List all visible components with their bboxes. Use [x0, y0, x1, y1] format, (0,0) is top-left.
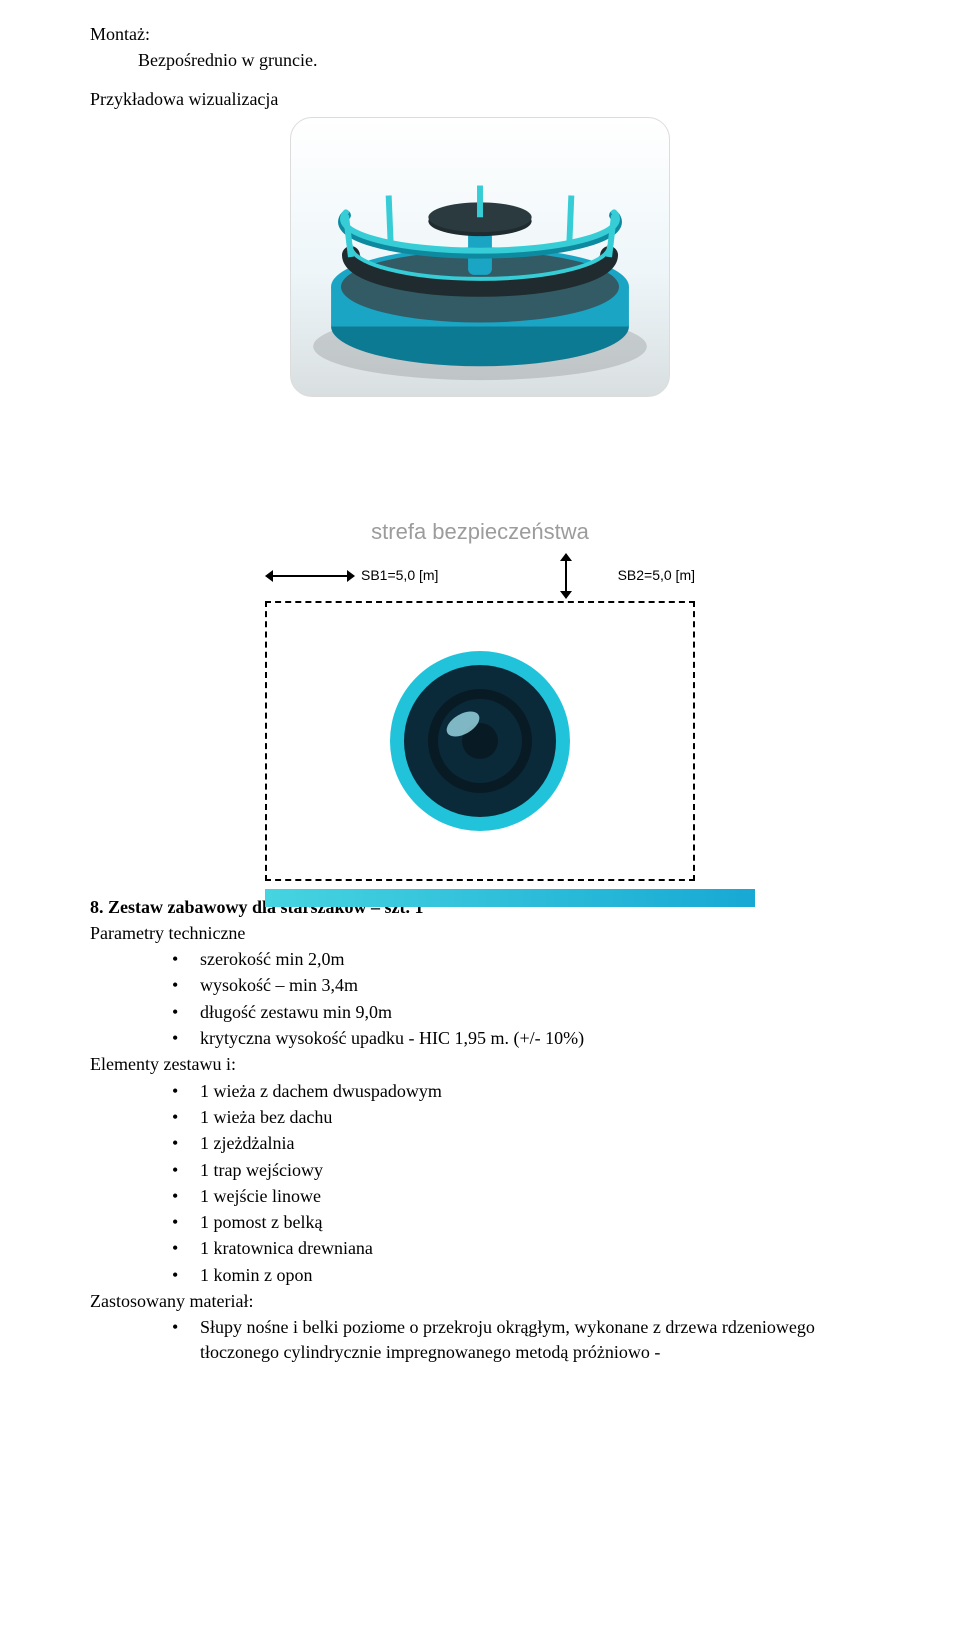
params-label: Parametry techniczne — [90, 921, 870, 945]
param-item: wysokość – min 3,4m — [172, 973, 870, 997]
carousel-render — [290, 117, 670, 397]
elements-label: Elementy zestawu i: — [90, 1052, 870, 1076]
viz-label: Przykładowa wizualizacja — [90, 87, 870, 111]
safety-zone-title: strefa bezpieczeństwa — [371, 517, 589, 547]
element-item: 1 pomost z belką — [172, 1210, 870, 1234]
material-list: Słupy nośne i belki poziome o przekroju … — [172, 1315, 870, 1364]
sb2-arrow — [560, 553, 572, 599]
params-list: szerokość min 2,0m wysokość – min 3,4m d… — [172, 947, 870, 1050]
param-item: długość zestawu min 9,0m — [172, 1000, 870, 1024]
material-label: Zastosowany materiał: — [90, 1289, 870, 1313]
carousel-topview — [385, 646, 575, 836]
element-item: 1 zjeżdżalnia — [172, 1131, 870, 1155]
sb1-arrow — [265, 570, 355, 582]
element-item: 1 kratownica drewniana — [172, 1236, 870, 1260]
footer-strip — [265, 889, 755, 907]
element-item: 1 komin z opon — [172, 1263, 870, 1287]
element-item: 1 wieża bez dachu — [172, 1105, 870, 1129]
element-item: 1 trap wejściowy — [172, 1158, 870, 1182]
sb1-label: SB1=5,0 [m] — [361, 566, 438, 585]
montage-label: Montaż: — [90, 22, 870, 46]
element-item: 1 wejście linowe — [172, 1184, 870, 1208]
elements-list: 1 wieża z dachem dwuspadowym 1 wieża bez… — [172, 1079, 870, 1287]
montage-value: Bezpośrednio w gruncie. — [138, 48, 870, 72]
safety-zone-figure: strefa bezpieczeństwa SB1=5,0 [m] SB2=5,… — [265, 517, 695, 881]
param-item: krytyczna wysokość upadku - HIC 1,95 m. … — [172, 1026, 870, 1050]
sb2-label: SB2=5,0 [m] — [618, 566, 695, 585]
carousel-svg — [291, 118, 669, 396]
param-item: szerokość min 2,0m — [172, 947, 870, 971]
material-item: Słupy nośne i belki poziome o przekroju … — [172, 1315, 870, 1364]
element-item: 1 wieża z dachem dwuspadowym — [172, 1079, 870, 1103]
